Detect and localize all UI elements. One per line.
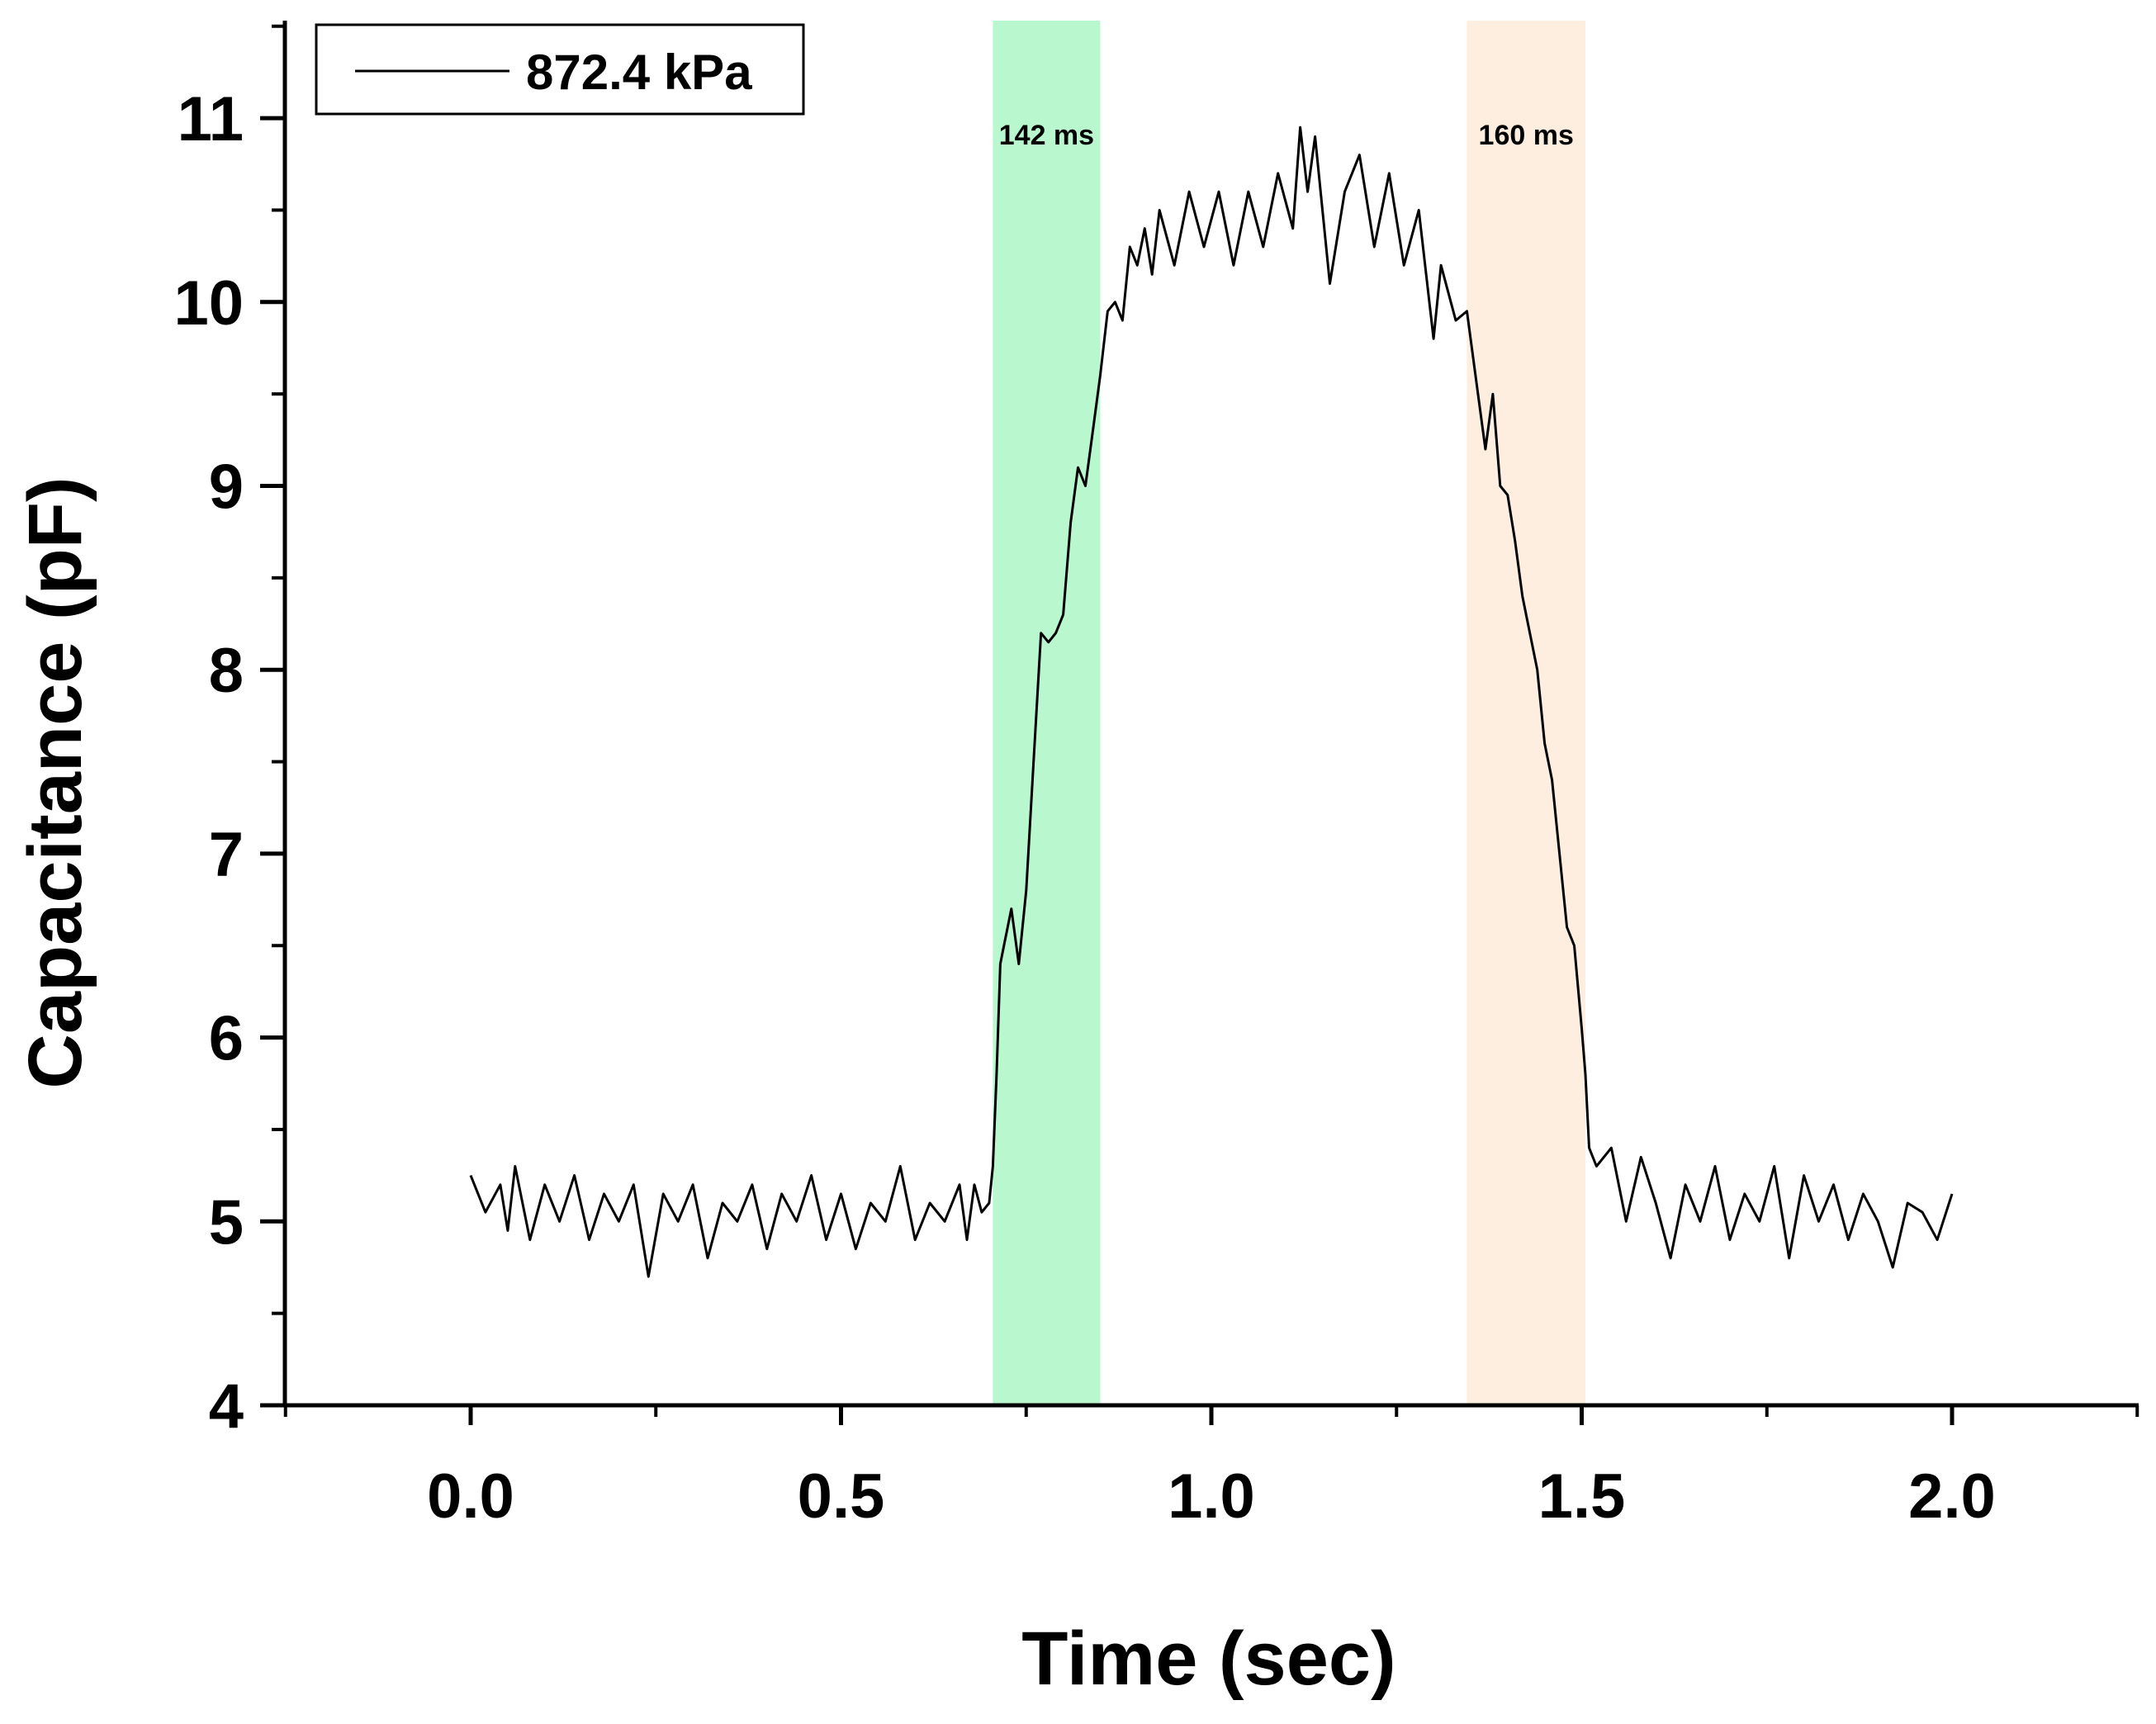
legend: 872.4 kPa xyxy=(315,23,805,116)
y-tick-label: 9 xyxy=(209,452,244,523)
legend-box xyxy=(315,23,805,116)
legend-label: 872.4 kPa xyxy=(526,45,752,100)
shaded-region-1 xyxy=(993,21,1101,1405)
x-tick-label: 2.0 xyxy=(1908,1461,1996,1532)
y-tick-label: 5 xyxy=(209,1187,244,1257)
shaded-regions xyxy=(993,21,1585,1405)
region-label-1: 142 ms xyxy=(999,120,1094,151)
y-tick-label: 11 xyxy=(178,84,244,154)
y-ticks: 4 5 6 7 8 9 10 11 xyxy=(173,24,285,1442)
y-tick-label: 8 xyxy=(209,636,244,706)
y-tick-label: 7 xyxy=(209,820,244,890)
series-layer xyxy=(469,126,1954,1278)
x-tick-label: 0.0 xyxy=(427,1461,514,1532)
region-annotations: 142 ms 160 ms xyxy=(999,120,1574,151)
x-tick-label: 0.5 xyxy=(798,1461,885,1532)
y-tick-label: 4 xyxy=(209,1371,244,1442)
y-tick-label: 10 xyxy=(173,268,244,339)
y-axis-title: Capacitance (pF) xyxy=(13,476,97,1088)
x-tick-label: 1.0 xyxy=(1168,1461,1255,1532)
shaded-region-2 xyxy=(1467,21,1585,1405)
x-tick-label: 1.5 xyxy=(1538,1461,1626,1532)
y-tick-label: 6 xyxy=(209,1004,244,1074)
region-label-2: 160 ms xyxy=(1479,120,1574,151)
series-line-1 xyxy=(469,126,1954,1278)
x-ticks: 0.0 0.5 1.0 1.5 2.0 xyxy=(283,1405,2139,1532)
x-axis-title: Time (sec) xyxy=(1021,1617,1395,1701)
